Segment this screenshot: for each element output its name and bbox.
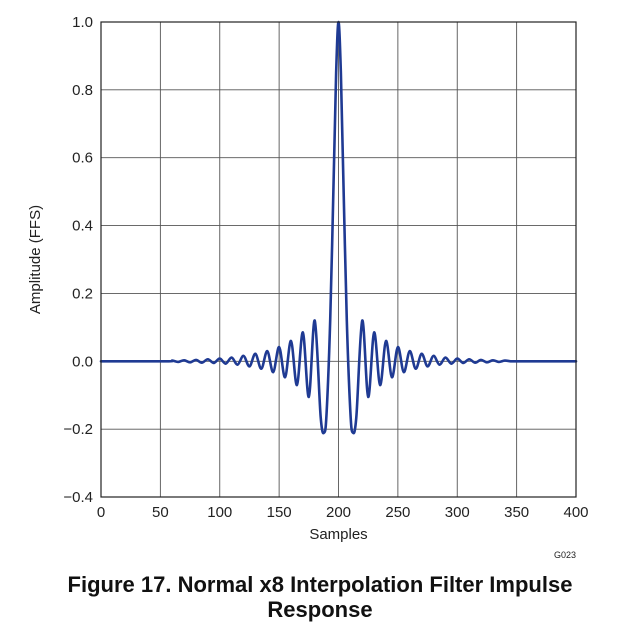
x-tick-labels: 0 50 100 150 200 250 300 350 400: [97, 504, 589, 521]
y-tick-label: 0.6: [72, 150, 93, 167]
y-tick-label: 0.4: [72, 218, 93, 235]
figure-caption-line-2: Response: [267, 597, 373, 622]
y-tick-label: 0.2: [72, 285, 93, 302]
y-tick-label: −0.4: [63, 489, 93, 506]
y-tick-labels: −0.4 −0.2 0.0 0.2 0.4 0.6 0.8 1.0: [63, 14, 93, 506]
x-tick-label: 250: [385, 504, 410, 521]
y-tick-label: 0.0: [72, 353, 93, 370]
figure-caption-line-1: Figure 17. Normal x8 Interpolation Filte…: [67, 572, 573, 597]
x-tick-label: 100: [207, 504, 232, 521]
y-tick-label: −0.2: [63, 421, 93, 438]
y-tick-label: 0.8: [72, 82, 93, 99]
x-tick-label: 300: [445, 504, 470, 521]
x-tick-label: 50: [152, 504, 169, 521]
x-tick-label: 400: [563, 504, 588, 521]
figure-caption: Figure 17. Normal x8 Interpolation Filte…: [0, 572, 640, 622]
grid: [100, 21, 577, 498]
impulse-response-chart: 0 50 100 150 200 250 300 350 400 −0.4 −0.2 0.0 0.2 0…: [27, 14, 589, 560]
y-axis-label: Amplitude (FFS): [27, 205, 44, 314]
plot-frame: [100, 21, 577, 498]
x-tick-label: 200: [326, 504, 351, 521]
x-tick-label: 0: [97, 504, 105, 521]
series-line: [99, 20, 578, 435]
y-tick-label: 1.0: [72, 14, 93, 31]
x-tick-label: 350: [504, 504, 529, 521]
x-axis-label: Samples: [309, 526, 367, 543]
x-tick-label: 150: [267, 504, 292, 521]
figure-code: G023: [554, 550, 576, 560]
